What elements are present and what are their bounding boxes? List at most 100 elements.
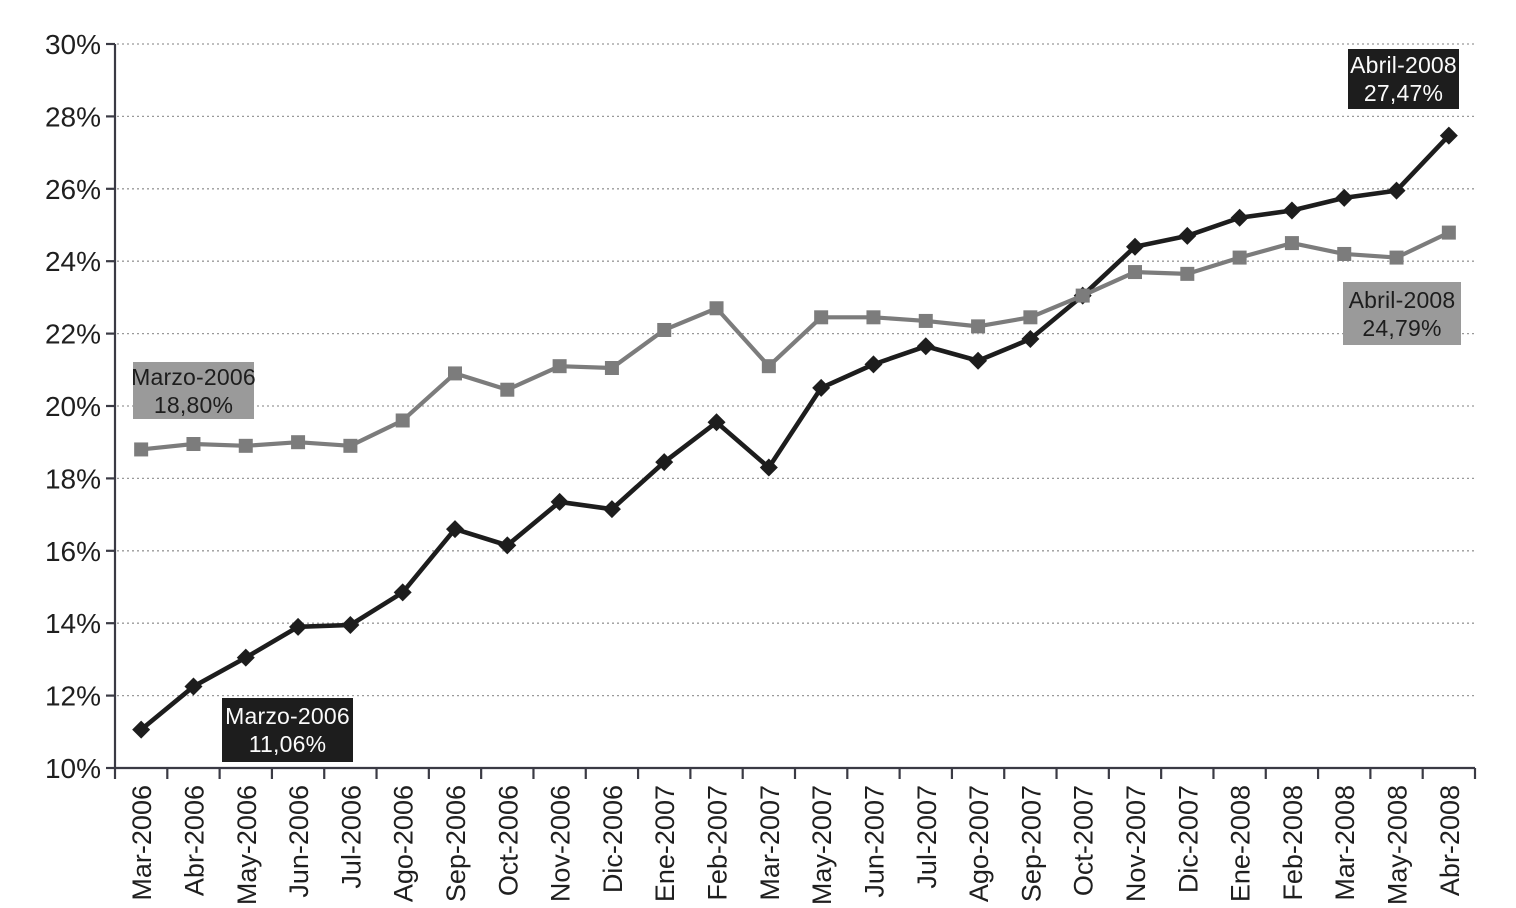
- marker-square: [814, 310, 829, 325]
- annotation-date-label: Abril-2008: [1348, 286, 1456, 313]
- marker-diamond: [1282, 201, 1301, 220]
- x-tick-label: Jun-2006: [284, 785, 314, 898]
- annotation-value-label: 27,47%: [1363, 80, 1444, 106]
- x-tick-label: Nov-2006: [546, 785, 576, 902]
- x-tick-label: Oct-2006: [493, 785, 523, 896]
- marker-square: [1441, 225, 1456, 240]
- x-tick-label: Nov-2007: [1121, 785, 1151, 902]
- marker-diamond: [289, 617, 308, 636]
- marker-diamond: [446, 520, 464, 539]
- y-tick-label: 12%: [45, 681, 101, 712]
- x-tick-label: Ene-2007: [650, 785, 680, 902]
- x-tick-label: May-2007: [807, 785, 837, 905]
- y-tick-label: 30%: [45, 29, 101, 60]
- x-tick-label: Mar-2006: [127, 785, 157, 901]
- x-tick-label: Dic-2007: [1173, 785, 1203, 893]
- marker-square: [709, 301, 724, 316]
- x-tick-label: Feb-2007: [703, 785, 733, 901]
- marker-diamond: [1387, 181, 1406, 200]
- x-tick-label: Ago-2007: [964, 785, 994, 902]
- marker-square: [134, 442, 149, 457]
- x-tick-label: Jul-2006: [336, 785, 366, 889]
- annotation-date-label: Abril-2008: [1350, 52, 1457, 78]
- annotation-value-label: 18,80%: [153, 391, 234, 418]
- marker-square: [395, 413, 410, 428]
- annotation-black-series-start: Marzo-2006 11,06%: [222, 698, 353, 762]
- marker-diamond: [1178, 226, 1197, 245]
- y-tick-label: 26%: [45, 174, 101, 205]
- marker-diamond: [812, 378, 831, 397]
- marker-diamond: [602, 500, 621, 519]
- annotation-date-label: Marzo-2006: [131, 363, 256, 390]
- marker-square: [500, 382, 515, 397]
- series-line-black-diamond-series: [139, 134, 1451, 732]
- x-tick-label: Jul-2007: [912, 785, 942, 889]
- marker-diamond: [1439, 126, 1458, 145]
- x-tick-label: Ene-2008: [1226, 785, 1256, 902]
- annotation-gray-series-end: Abril-2008 24,79%: [1343, 282, 1461, 345]
- x-tick-label: Jun-2007: [859, 785, 889, 898]
- marker-square: [1128, 265, 1142, 280]
- marker-square: [291, 435, 306, 450]
- marker-diamond: [550, 492, 569, 511]
- marker-square: [918, 313, 933, 328]
- marker-diamond: [341, 616, 360, 635]
- x-tick-label: Mar-2008: [1330, 785, 1360, 901]
- marker-diamond: [1126, 237, 1144, 256]
- marker-square: [186, 437, 201, 452]
- marker-square: [1232, 250, 1247, 265]
- marker-square: [761, 359, 776, 374]
- x-tick-label: Mar-2007: [755, 785, 785, 901]
- y-tick-label: 16%: [45, 536, 101, 567]
- annotation-date-label: Marzo-2006: [225, 703, 350, 729]
- y-tick-label: 18%: [45, 463, 101, 494]
- marker-diamond: [655, 453, 674, 472]
- marker-square: [238, 438, 253, 453]
- x-tick-label: Abr-2008: [1435, 785, 1465, 896]
- marker-diamond: [916, 337, 935, 356]
- x-tick-label: Oct-2007: [1069, 785, 1099, 896]
- y-tick-label: 28%: [45, 101, 101, 132]
- marker-square: [657, 322, 672, 337]
- marker-diamond: [759, 458, 778, 477]
- marker-diamond: [864, 355, 883, 374]
- marker-square: [1023, 310, 1038, 325]
- y-tick-label: 10%: [45, 753, 101, 784]
- y-tick-label: 24%: [45, 246, 101, 277]
- marker-diamond: [132, 720, 151, 739]
- marker-square: [1180, 266, 1195, 281]
- marker-diamond: [393, 583, 412, 602]
- marker-diamond: [707, 413, 726, 432]
- marker-diamond: [184, 677, 203, 696]
- x-tick-label: Feb-2008: [1278, 785, 1308, 901]
- annotation-value-label: 11,06%: [248, 731, 327, 757]
- marker-square: [1389, 250, 1404, 265]
- x-tick-label: Sep-2006: [441, 785, 471, 902]
- annotation-black-series-end: Abril-2008 27,47%: [1348, 49, 1459, 109]
- y-tick-label: 20%: [45, 391, 101, 422]
- marker-diamond: [1021, 330, 1040, 349]
- y-tick-label: 14%: [45, 608, 101, 639]
- series-line-gray-square-series: [140, 230, 1450, 452]
- x-tick-label: Sep-2007: [1016, 785, 1046, 902]
- annotation-gray-series-start: Marzo-2006 18,80%: [131, 362, 256, 419]
- marker-square: [343, 438, 358, 453]
- marker-diamond: [498, 536, 517, 555]
- annotation-value-label: 24,79%: [1362, 314, 1442, 341]
- marker-square: [1075, 288, 1090, 303]
- x-tick-label: Abr-2006: [179, 785, 209, 896]
- marker-square: [971, 319, 986, 334]
- x-tick-label: May-2008: [1383, 785, 1413, 905]
- marker-diamond: [236, 648, 255, 667]
- marker-diamond: [969, 351, 988, 370]
- marker-diamond: [1335, 188, 1354, 207]
- y-tick-label: 22%: [45, 319, 101, 350]
- marker-square: [1284, 236, 1299, 251]
- marker-diamond: [1230, 208, 1249, 227]
- x-tick-label: May-2006: [232, 785, 262, 905]
- marker-square: [448, 366, 462, 381]
- marker-square: [866, 310, 881, 325]
- marker-square: [604, 360, 619, 375]
